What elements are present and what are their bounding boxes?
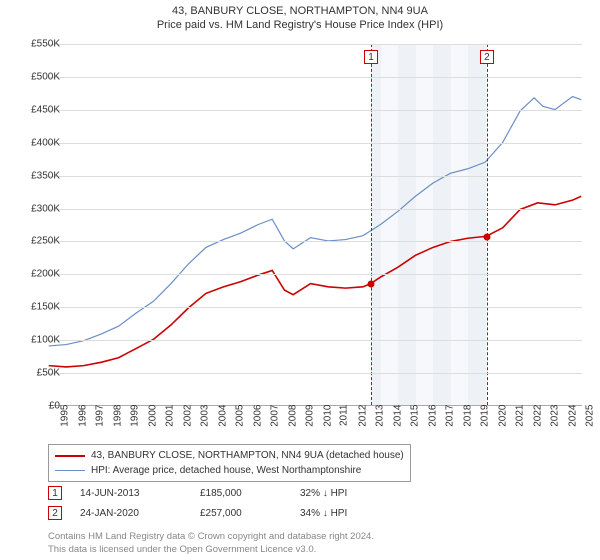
sale-price-1: £185,000 xyxy=(200,488,300,499)
chart-plot-area: 1995199619971998199920002001200220032004… xyxy=(48,44,582,406)
footer-line-2: This data is licensed under the Open Gov… xyxy=(48,544,374,556)
sale-diff-1: 32% ↓ HPI xyxy=(300,488,347,499)
sale-marker-2: 2 xyxy=(48,506,62,520)
legend-label-hpi: HPI: Average price, detached house, West… xyxy=(91,465,361,476)
legend-box: 43, BANBURY CLOSE, NORTHAMPTON, NN4 9UA … xyxy=(48,444,411,482)
sale-price-2: £257,000 xyxy=(200,508,300,519)
footer-text: Contains HM Land Registry data © Crown c… xyxy=(48,531,374,556)
sale-date-2: 24-JAN-2020 xyxy=(80,508,200,519)
legend-row-hpi: HPI: Average price, detached house, West… xyxy=(55,463,404,478)
legend-swatch-hpi xyxy=(55,470,85,471)
chart-container: 43, BANBURY CLOSE, NORTHAMPTON, NN4 9UA … xyxy=(0,0,600,560)
legend-row-property: 43, BANBURY CLOSE, NORTHAMPTON, NN4 9UA … xyxy=(55,448,404,463)
legend-swatch-property xyxy=(55,455,85,457)
chart-subtitle: Price paid vs. HM Land Registry's House … xyxy=(0,17,600,31)
chart-title: 43, BANBURY CLOSE, NORTHAMPTON, NN4 9UA xyxy=(0,0,600,17)
sale-diff-2: 34% ↓ HPI xyxy=(300,508,347,519)
chart-lines-svg xyxy=(48,44,582,405)
sale-row-1: 1 14-JUN-2013 £185,000 32% ↓ HPI xyxy=(48,486,347,500)
sale-row-2: 2 24-JAN-2020 £257,000 34% ↓ HPI xyxy=(48,506,347,520)
sale-date-1: 14-JUN-2013 xyxy=(80,488,200,499)
sale-marker-1: 1 xyxy=(48,486,62,500)
legend-label-property: 43, BANBURY CLOSE, NORTHAMPTON, NN4 9UA … xyxy=(91,450,404,461)
footer-line-1: Contains HM Land Registry data © Crown c… xyxy=(48,531,374,543)
